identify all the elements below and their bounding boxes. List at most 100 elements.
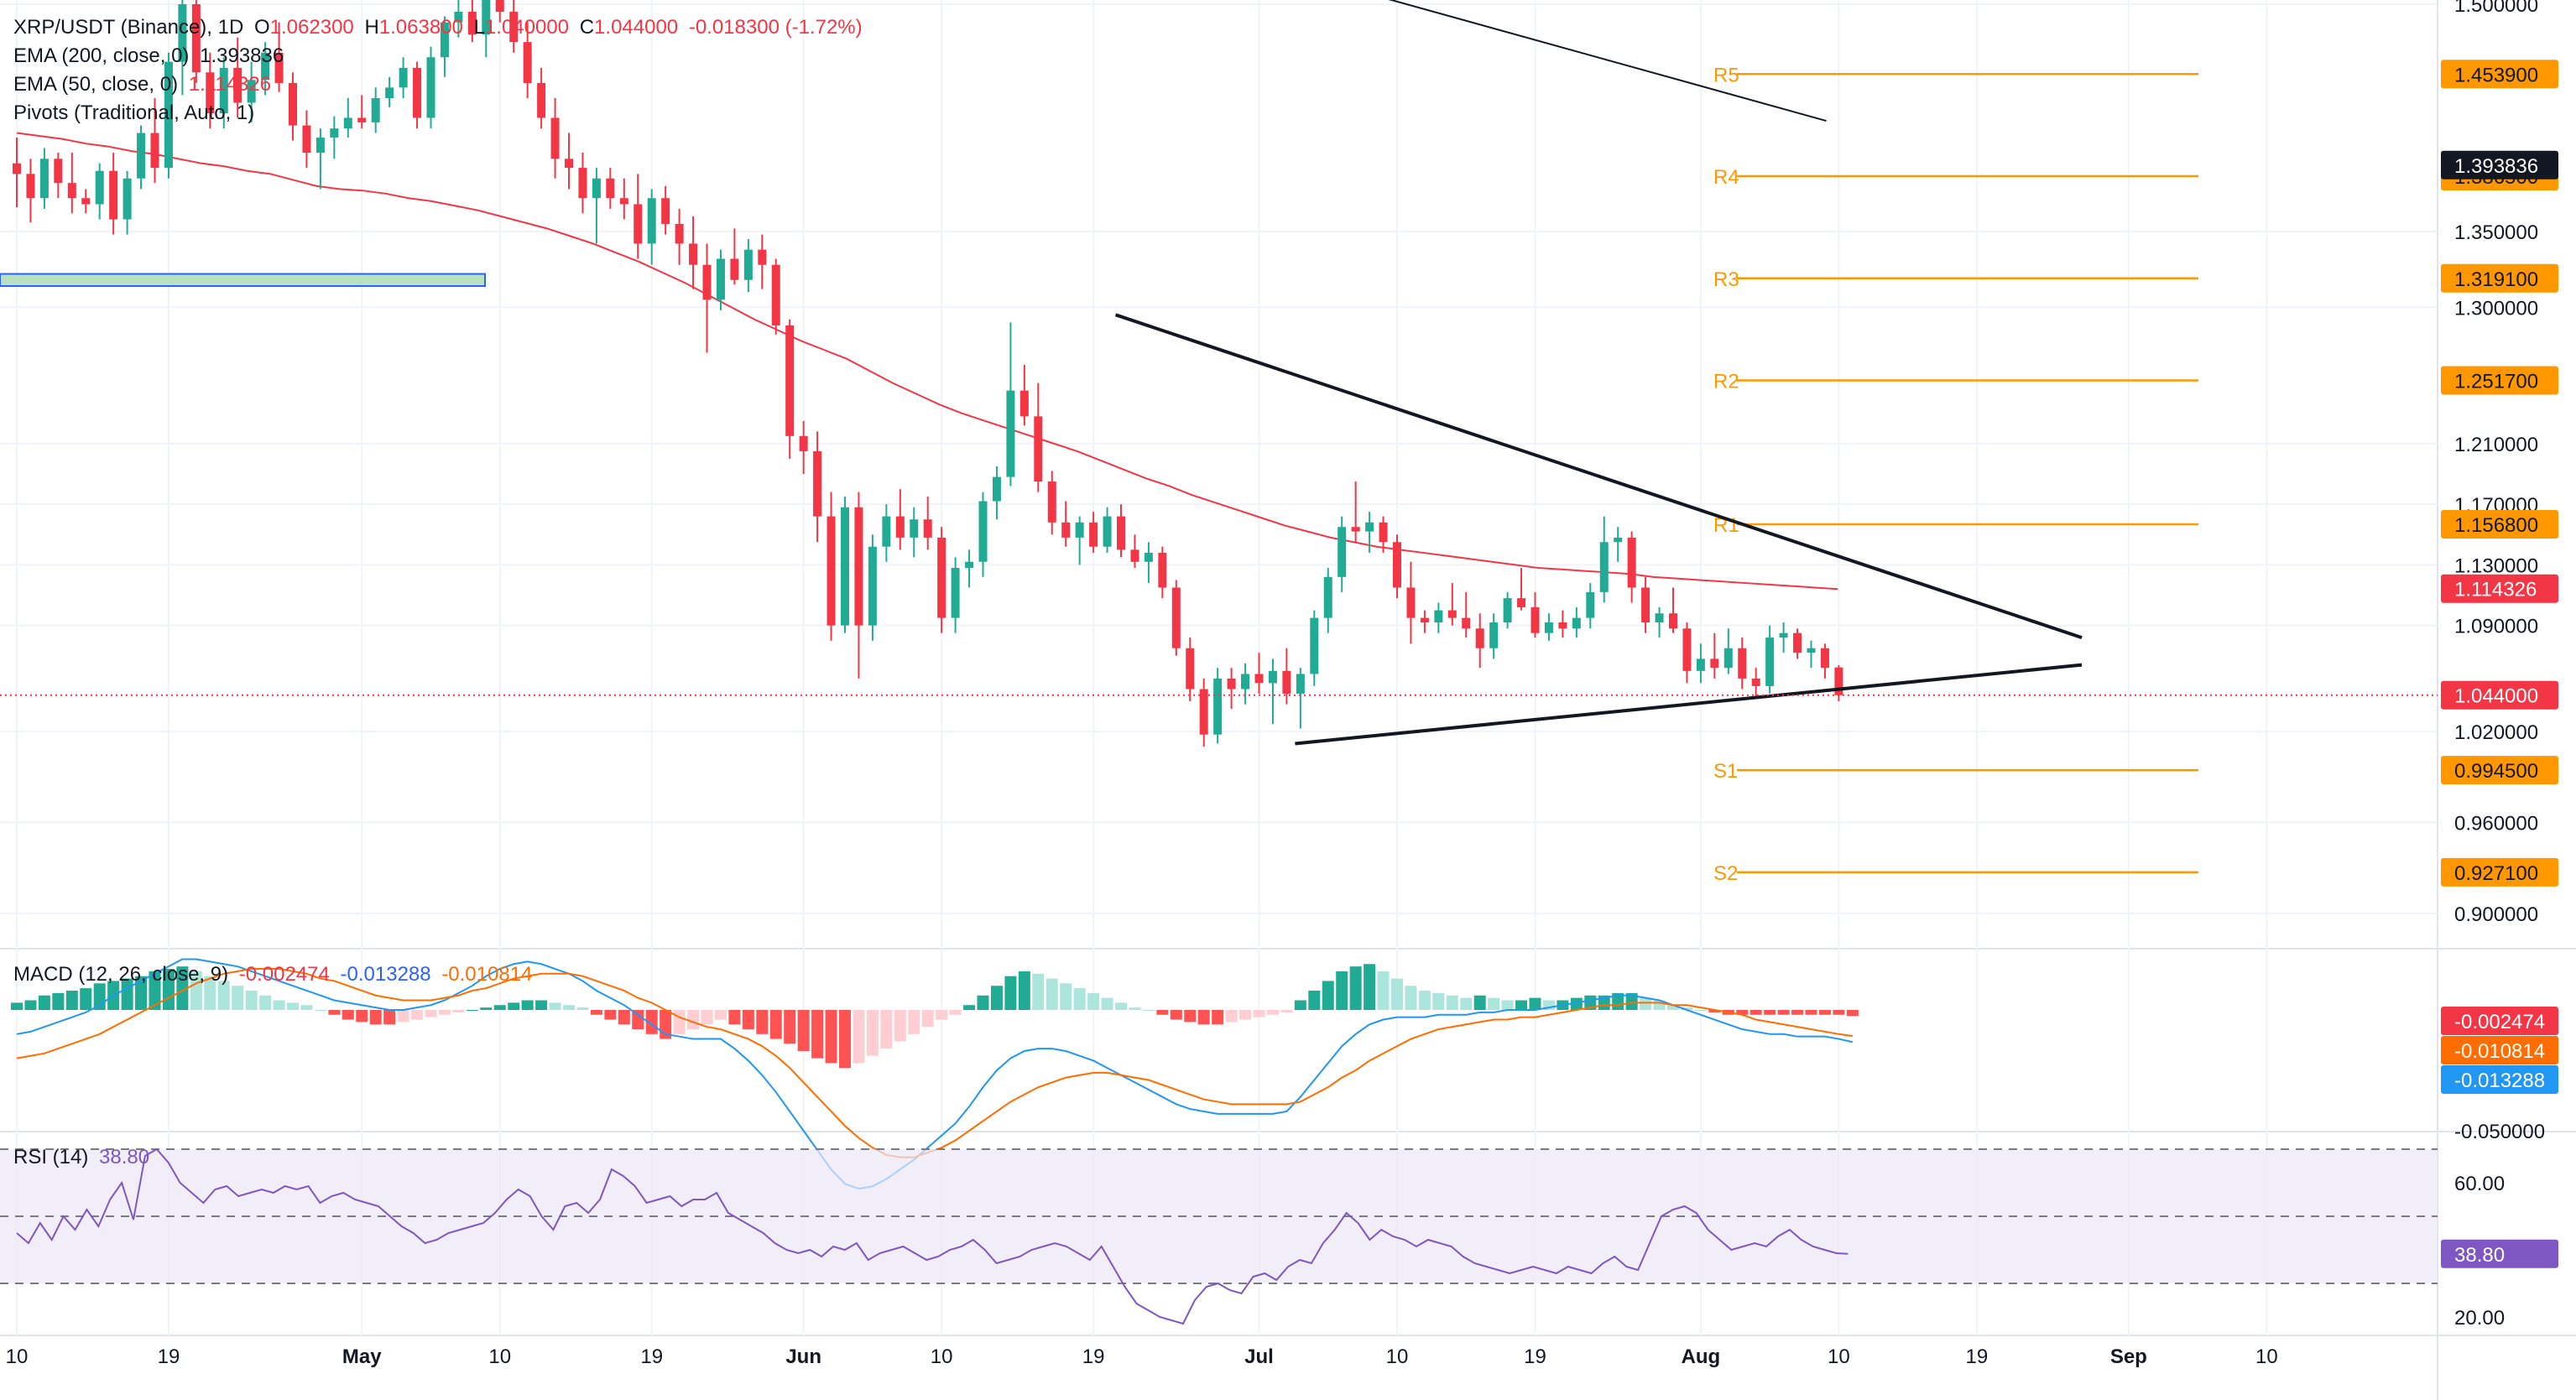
candle[interactable] bbox=[109, 153, 118, 235]
candle[interactable] bbox=[550, 98, 560, 179]
candle[interactable] bbox=[1723, 628, 1733, 674]
candle[interactable] bbox=[1130, 534, 1139, 568]
candle[interactable] bbox=[965, 549, 974, 588]
candle[interactable] bbox=[1669, 587, 1677, 633]
candle[interactable] bbox=[992, 466, 1001, 520]
candle[interactable] bbox=[1323, 568, 1332, 633]
candle[interactable] bbox=[302, 110, 311, 169]
candle[interactable] bbox=[1351, 481, 1360, 543]
candle[interactable] bbox=[440, 16, 449, 77]
candle[interactable] bbox=[1089, 512, 1098, 553]
candle[interactable] bbox=[509, 0, 519, 53]
candle[interactable] bbox=[219, 57, 228, 129]
candle[interactable] bbox=[1586, 583, 1595, 629]
candle[interactable] bbox=[1158, 546, 1167, 599]
candle[interactable] bbox=[758, 234, 767, 289]
candle[interactable] bbox=[1627, 531, 1636, 603]
candle[interactable] bbox=[1406, 561, 1416, 644]
candle[interactable] bbox=[1117, 504, 1125, 558]
candle[interactable] bbox=[1144, 542, 1153, 584]
candle[interactable] bbox=[1186, 638, 1195, 701]
candle[interactable] bbox=[1420, 610, 1429, 633]
candle[interactable] bbox=[1199, 678, 1208, 747]
candle[interactable] bbox=[1489, 613, 1499, 659]
candle[interactable] bbox=[454, 0, 463, 38]
candle[interactable] bbox=[910, 507, 919, 558]
candle[interactable] bbox=[371, 87, 380, 133]
candle[interactable] bbox=[1379, 516, 1388, 553]
candle[interactable] bbox=[1475, 613, 1484, 669]
candle[interactable] bbox=[771, 258, 780, 335]
candle[interactable] bbox=[357, 95, 367, 129]
candle[interactable] bbox=[923, 497, 932, 550]
candle[interactable] bbox=[233, 37, 242, 118]
candle[interactable] bbox=[1462, 591, 1471, 638]
candle[interactable] bbox=[978, 492, 988, 577]
candle[interactable] bbox=[1503, 591, 1512, 629]
candle[interactable] bbox=[661, 185, 670, 235]
candle[interactable] bbox=[178, 0, 187, 96]
candle[interactable] bbox=[592, 168, 601, 244]
candle[interactable] bbox=[565, 133, 573, 190]
rsi-line[interactable] bbox=[16, 1148, 1849, 1325]
ema50-row[interactable]: EMA (50, close, 0) 1.114326 bbox=[13, 70, 863, 99]
candle[interactable] bbox=[467, 0, 477, 43]
candle[interactable] bbox=[951, 557, 960, 633]
symbol-label[interactable]: XRP/USDT (Binance), 1D bbox=[13, 16, 244, 39]
candle[interactable] bbox=[123, 170, 132, 235]
candle[interactable] bbox=[1034, 383, 1043, 492]
candle[interactable] bbox=[495, 0, 504, 23]
lower-trendline[interactable] bbox=[1295, 663, 2083, 746]
candle[interactable] bbox=[1641, 576, 1650, 633]
candle[interactable] bbox=[39, 148, 49, 209]
candle[interactable] bbox=[1614, 527, 1623, 562]
candle[interactable] bbox=[1807, 640, 1816, 669]
candle[interactable] bbox=[413, 61, 422, 129]
candle[interactable] bbox=[868, 534, 877, 641]
candle[interactable] bbox=[1393, 534, 1401, 599]
candle[interactable] bbox=[191, 0, 201, 83]
candle[interactable] bbox=[799, 420, 808, 474]
support-zone-rectangle[interactable] bbox=[0, 273, 486, 288]
candle[interactable] bbox=[1282, 648, 1291, 705]
candle[interactable] bbox=[1820, 643, 1829, 679]
candle[interactable] bbox=[1710, 632, 1719, 679]
candle[interactable] bbox=[702, 243, 712, 353]
candle[interactable] bbox=[937, 527, 946, 633]
candle[interactable] bbox=[274, 22, 284, 92]
candle[interactable] bbox=[1696, 643, 1705, 684]
pivots-row[interactable]: Pivots (Traditional, Auto, 1) bbox=[13, 99, 863, 128]
candle[interactable] bbox=[261, 42, 270, 96]
candle[interactable] bbox=[785, 319, 795, 459]
candle[interactable] bbox=[882, 504, 891, 562]
candle[interactable] bbox=[54, 153, 63, 199]
candle[interactable] bbox=[1682, 622, 1692, 684]
candle[interactable] bbox=[854, 492, 863, 679]
macd-legend[interactable]: MACD (12, 26, close, 9) -0.002474 -0.013… bbox=[13, 960, 532, 989]
candle[interactable] bbox=[1006, 322, 1015, 487]
candle[interactable] bbox=[1751, 668, 1760, 699]
candle[interactable] bbox=[827, 492, 836, 641]
candle[interactable] bbox=[578, 153, 587, 214]
candle[interactable] bbox=[606, 168, 615, 209]
candle[interactable] bbox=[1530, 591, 1540, 638]
candle[interactable] bbox=[399, 57, 408, 98]
candle[interactable] bbox=[1544, 613, 1553, 641]
candle[interactable] bbox=[1779, 622, 1788, 653]
candle[interactable] bbox=[1517, 568, 1526, 611]
candle[interactable] bbox=[895, 489, 905, 550]
candle[interactable] bbox=[841, 497, 849, 633]
candle[interactable] bbox=[689, 216, 698, 289]
candle[interactable] bbox=[26, 159, 35, 223]
candle[interactable] bbox=[206, 52, 215, 129]
candle[interactable] bbox=[1793, 628, 1802, 659]
candle[interactable] bbox=[634, 174, 643, 259]
candle[interactable] bbox=[716, 249, 725, 310]
candle[interactable] bbox=[743, 239, 753, 293]
candle[interactable] bbox=[482, 0, 491, 58]
candle[interactable] bbox=[315, 128, 325, 190]
candle[interactable] bbox=[1171, 580, 1181, 656]
candle[interactable] bbox=[1254, 653, 1264, 694]
candle[interactable] bbox=[164, 52, 173, 179]
